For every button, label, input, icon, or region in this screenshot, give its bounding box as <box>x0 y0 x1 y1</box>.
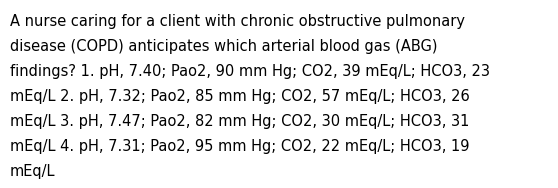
Text: A nurse caring for a client with chronic obstructive pulmonary: A nurse caring for a client with chronic… <box>10 14 465 29</box>
Text: mEq/L 4. pH, 7.31; Pao2, 95 mm Hg; CO2, 22 mEq/L; HCO3, 19: mEq/L 4. pH, 7.31; Pao2, 95 mm Hg; CO2, … <box>10 139 469 154</box>
Text: mEq/L: mEq/L <box>10 164 55 179</box>
Text: disease (COPD) anticipates which arterial blood gas (ABG): disease (COPD) anticipates which arteria… <box>10 39 437 54</box>
Text: mEq/L 2. pH, 7.32; Pao2, 85 mm Hg; CO2, 57 mEq/L; HCO3, 26: mEq/L 2. pH, 7.32; Pao2, 85 mm Hg; CO2, … <box>10 89 470 104</box>
Text: findings? 1. pH, 7.40; Pao2, 90 mm Hg; CO2, 39 mEq/L; HCO3, 23: findings? 1. pH, 7.40; Pao2, 90 mm Hg; C… <box>10 64 490 79</box>
Text: mEq/L 3. pH, 7.47; Pao2, 82 mm Hg; CO2, 30 mEq/L; HCO3, 31: mEq/L 3. pH, 7.47; Pao2, 82 mm Hg; CO2, … <box>10 114 469 129</box>
